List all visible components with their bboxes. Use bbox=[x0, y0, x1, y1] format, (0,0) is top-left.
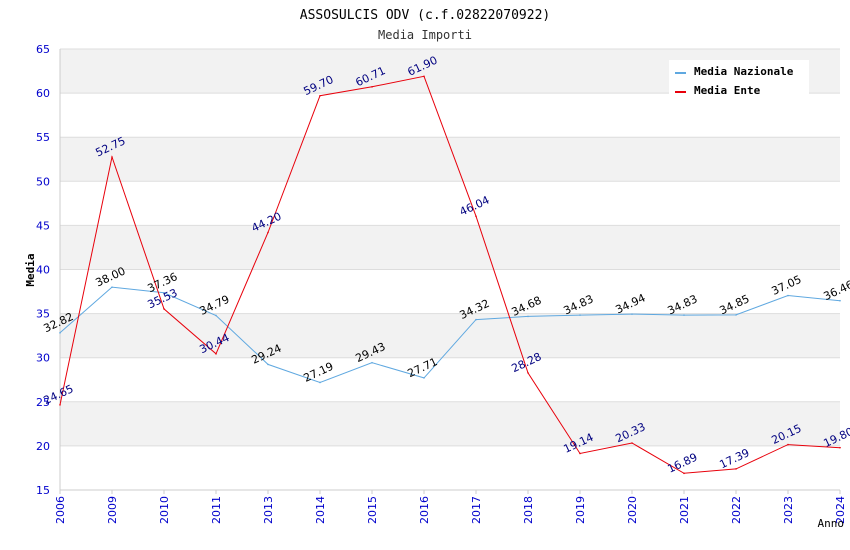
plot-band bbox=[60, 445, 840, 490]
plot-band bbox=[60, 313, 840, 358]
series-line-media-ente bbox=[59, 75, 841, 474]
data-point bbox=[423, 75, 425, 78]
data-point bbox=[59, 332, 61, 334]
data-point bbox=[163, 291, 165, 294]
data-point bbox=[683, 314, 685, 316]
legend-label-media-nazionale: Media Nazionale bbox=[694, 65, 794, 78]
x-tick-labels: 2006 2009 2010 2011 2013 2014 2015 2016 2017 2018… bbox=[54, 496, 847, 524]
data-point bbox=[215, 314, 217, 317]
data-point bbox=[839, 446, 841, 449]
y-tick-label: 65 bbox=[36, 43, 50, 56]
axes bbox=[59, 49, 841, 494]
plot-band bbox=[60, 269, 840, 314]
x-tick-label: 2015 bbox=[366, 496, 379, 524]
data-point bbox=[631, 313, 633, 315]
y-tick-label: 15 bbox=[36, 484, 50, 497]
plot-bands bbox=[60, 49, 840, 490]
y-tick-label: 55 bbox=[36, 131, 50, 144]
x-tick-label: 2023 bbox=[782, 496, 795, 524]
y-tick-label: 35 bbox=[36, 308, 50, 321]
y-axis-label: Media bbox=[24, 253, 37, 286]
data-point bbox=[111, 286, 113, 288]
y-tick-label: 25 bbox=[36, 396, 50, 409]
data-point bbox=[215, 353, 217, 355]
plot-band bbox=[60, 93, 840, 138]
x-tick-label: 2011 bbox=[210, 496, 223, 524]
plot-band bbox=[60, 401, 840, 446]
data-point bbox=[579, 452, 581, 455]
data-point bbox=[59, 404, 61, 406]
x-tick-label: 2022 bbox=[730, 496, 743, 524]
data-point bbox=[319, 94, 321, 97]
data-point bbox=[423, 377, 425, 379]
x-axis-label: Anno bbox=[818, 517, 845, 530]
y-tick-label: 40 bbox=[36, 264, 50, 277]
series-lines bbox=[59, 75, 841, 475]
data-point bbox=[267, 231, 269, 234]
x-tick-label: 2019 bbox=[574, 496, 587, 524]
data-point bbox=[839, 299, 841, 302]
data-point bbox=[735, 314, 737, 316]
data-point bbox=[475, 215, 477, 218]
x-tick-label: 2010 bbox=[158, 496, 171, 524]
data-point bbox=[787, 443, 789, 446]
y-tick-label: 30 bbox=[36, 352, 50, 365]
data-point bbox=[319, 381, 321, 384]
data-point bbox=[163, 308, 165, 310]
data-point bbox=[371, 361, 373, 364]
y-tick-label: 20 bbox=[36, 440, 50, 453]
series-line-media-nazionale bbox=[59, 286, 841, 384]
x-tick-label: 2014 bbox=[314, 496, 327, 524]
y-tick-label: 45 bbox=[36, 219, 50, 232]
data-point bbox=[111, 156, 113, 158]
data-point bbox=[475, 318, 477, 321]
x-tick-label: 2021 bbox=[678, 496, 691, 524]
plot-band bbox=[60, 225, 840, 270]
data-point bbox=[787, 294, 789, 297]
plot-band bbox=[60, 181, 840, 226]
x-tick-label: 2020 bbox=[626, 496, 639, 524]
x-tick-label: 2009 bbox=[106, 496, 119, 524]
x-tick-label: 2016 bbox=[418, 496, 431, 524]
y-tick-label: 60 bbox=[36, 87, 50, 100]
legend: Media Nazionale Media Ente bbox=[669, 60, 809, 98]
x-tick-label: 2024 bbox=[834, 496, 847, 524]
legend-label-media-ente: Media Ente bbox=[694, 84, 761, 97]
y-tick-label: 50 bbox=[36, 175, 50, 188]
data-point bbox=[527, 315, 529, 318]
data-point bbox=[371, 86, 373, 88]
data-point bbox=[527, 372, 529, 374]
data-point bbox=[267, 363, 269, 366]
x-tick-label: 2013 bbox=[262, 496, 275, 524]
plot-band bbox=[60, 137, 840, 182]
data-point bbox=[579, 314, 581, 316]
data-point bbox=[683, 472, 685, 475]
x-tick-label: 2018 bbox=[522, 496, 535, 524]
x-tick-label: 2017 bbox=[470, 496, 483, 524]
x-tick-label: 2006 bbox=[54, 496, 67, 524]
plot-band bbox=[60, 357, 840, 402]
legend-box bbox=[669, 60, 809, 98]
y-tick-labels: 15 20 25 30 35 40 45 50 55 60 65 bbox=[36, 43, 50, 497]
data-point bbox=[631, 442, 633, 444]
chart-subtitle: Media Importi bbox=[378, 28, 472, 42]
chart-title: ASSOSULCIS ODV (c.f.02822070922) bbox=[300, 8, 550, 23]
data-point bbox=[735, 468, 737, 470]
